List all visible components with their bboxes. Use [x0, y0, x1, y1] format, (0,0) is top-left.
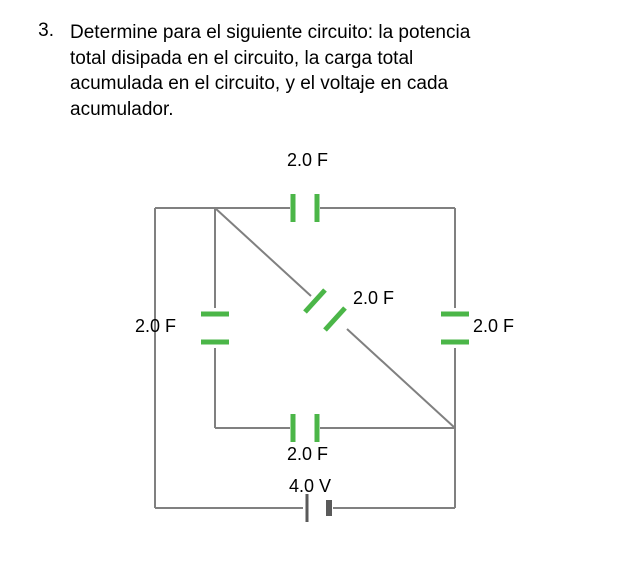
- problem-number: 3.: [30, 20, 70, 123]
- battery: [307, 494, 329, 522]
- label-cap-right: 2.0 F: [473, 316, 514, 337]
- circuit-svg: [125, 148, 525, 528]
- problem-statement: 3. Determine para el siguiente circuito:…: [30, 20, 613, 123]
- label-cap-left: 2.0 F: [135, 316, 176, 337]
- cap-diag-plate2: [325, 308, 345, 330]
- label-cap-diag: 2.0 F: [353, 288, 394, 309]
- label-cap-bottom: 2.0 F: [287, 444, 328, 465]
- label-voltage: 4.0 V: [289, 476, 331, 497]
- circuit-diagram: 2.0 F 2.0 F 2.0 F 2.0 F 2.0 F 4.0 V: [125, 148, 525, 528]
- label-cap-top: 2.0 F: [287, 150, 328, 171]
- problem-text: Determine para el siguiente circuito: la…: [70, 20, 510, 123]
